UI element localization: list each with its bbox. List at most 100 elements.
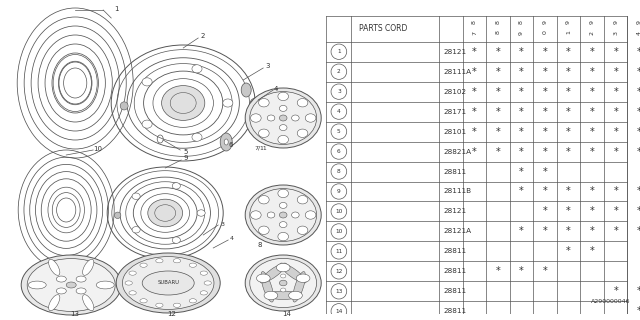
Text: *: *	[589, 107, 595, 116]
Ellipse shape	[120, 102, 128, 110]
Ellipse shape	[56, 288, 67, 294]
Ellipse shape	[250, 114, 261, 122]
Text: *: *	[613, 107, 618, 116]
Text: *: *	[472, 107, 477, 116]
Ellipse shape	[192, 65, 202, 73]
Text: 2: 2	[589, 30, 595, 35]
Text: 28102: 28102	[444, 89, 467, 95]
Ellipse shape	[280, 288, 286, 292]
Text: *: *	[637, 147, 640, 156]
Text: *: *	[613, 127, 618, 137]
Text: 11: 11	[259, 146, 267, 150]
Text: 28811: 28811	[444, 268, 467, 274]
Ellipse shape	[280, 263, 306, 283]
Text: 3: 3	[220, 221, 224, 227]
Text: 5: 5	[337, 129, 340, 134]
Ellipse shape	[56, 276, 67, 282]
Text: *: *	[637, 107, 640, 116]
Ellipse shape	[140, 263, 147, 267]
Text: 28811: 28811	[444, 288, 467, 294]
Text: 8: 8	[472, 20, 477, 24]
Ellipse shape	[268, 291, 299, 300]
Text: 11: 11	[335, 249, 342, 254]
Text: 8: 8	[495, 31, 500, 35]
Text: 28121A: 28121A	[444, 228, 472, 235]
Text: 4: 4	[274, 86, 278, 92]
Text: *: *	[637, 67, 640, 77]
Text: 14: 14	[335, 309, 342, 314]
Text: *: *	[637, 227, 640, 236]
Ellipse shape	[257, 274, 270, 283]
Text: *: *	[472, 127, 477, 137]
Text: *: *	[519, 127, 524, 137]
Ellipse shape	[49, 295, 60, 311]
Ellipse shape	[280, 203, 287, 208]
Text: 14: 14	[282, 311, 291, 317]
Text: 1: 1	[566, 31, 571, 35]
Ellipse shape	[297, 196, 308, 204]
Ellipse shape	[156, 259, 163, 263]
Ellipse shape	[142, 120, 152, 128]
Ellipse shape	[245, 185, 321, 245]
Text: 2: 2	[337, 69, 340, 74]
Text: *: *	[566, 107, 571, 116]
Ellipse shape	[156, 303, 163, 307]
Text: *: *	[543, 187, 547, 196]
Text: *: *	[566, 246, 571, 256]
Ellipse shape	[83, 259, 94, 276]
Ellipse shape	[259, 226, 269, 235]
Text: 7: 7	[472, 30, 477, 35]
Text: 13: 13	[335, 289, 342, 294]
Ellipse shape	[268, 212, 275, 218]
Ellipse shape	[280, 221, 287, 228]
Ellipse shape	[260, 263, 287, 283]
Ellipse shape	[305, 211, 316, 219]
Text: *: *	[566, 47, 571, 57]
Text: 10: 10	[335, 229, 342, 234]
Text: *: *	[589, 147, 595, 156]
Text: 1: 1	[114, 6, 118, 12]
Text: *: *	[566, 87, 571, 97]
Text: 6: 6	[229, 142, 234, 148]
Text: *: *	[543, 127, 547, 137]
Text: 5: 5	[183, 149, 188, 155]
Ellipse shape	[292, 212, 299, 218]
Text: *: *	[589, 246, 595, 256]
Text: *: *	[519, 47, 524, 57]
Text: 2: 2	[201, 33, 205, 39]
Text: *: *	[566, 227, 571, 236]
Text: 9: 9	[566, 20, 571, 24]
Text: 3: 3	[337, 89, 340, 94]
Ellipse shape	[259, 129, 269, 138]
Ellipse shape	[261, 272, 274, 302]
Ellipse shape	[172, 237, 180, 243]
Ellipse shape	[245, 88, 321, 148]
Text: *: *	[637, 286, 640, 296]
Text: *: *	[543, 67, 547, 77]
Ellipse shape	[125, 281, 132, 285]
Text: 28111A: 28111A	[444, 69, 472, 75]
Text: 8: 8	[258, 242, 262, 248]
Ellipse shape	[200, 271, 207, 275]
Ellipse shape	[116, 253, 220, 313]
Ellipse shape	[161, 85, 205, 120]
Text: 28121: 28121	[444, 49, 467, 55]
Ellipse shape	[297, 99, 308, 107]
Ellipse shape	[189, 299, 196, 303]
Text: *: *	[589, 227, 595, 236]
Text: *: *	[613, 227, 618, 236]
Text: 28811: 28811	[444, 169, 467, 174]
Text: 9: 9	[613, 20, 618, 24]
Text: *: *	[613, 87, 618, 97]
Text: *: *	[495, 47, 500, 57]
Text: SUBARU: SUBARU	[157, 281, 179, 285]
Text: 12: 12	[335, 269, 342, 274]
Text: 7/: 7/	[254, 146, 260, 150]
Text: *: *	[637, 206, 640, 216]
Text: A290000046: A290000046	[591, 300, 630, 304]
Text: *: *	[637, 127, 640, 137]
Text: *: *	[637, 187, 640, 196]
Ellipse shape	[197, 210, 205, 216]
Text: 9: 9	[184, 155, 188, 161]
Ellipse shape	[49, 259, 60, 276]
